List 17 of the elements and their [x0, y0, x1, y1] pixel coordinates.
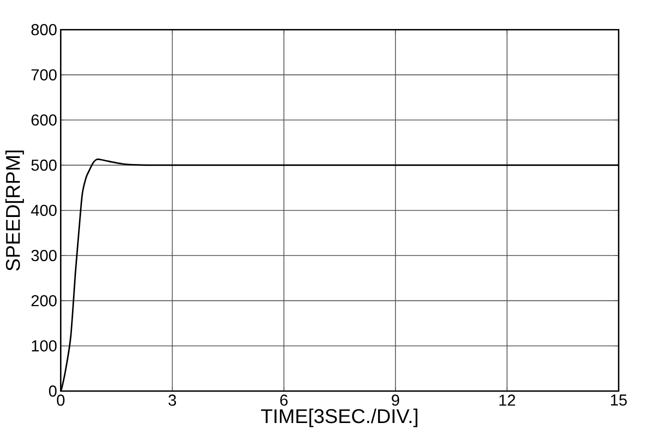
y-tick-label: 500 — [31, 159, 57, 171]
y-tick-label: 0 — [49, 385, 57, 396]
y-tick-label: 800 — [31, 24, 57, 36]
y-tick-label: 300 — [31, 250, 57, 261]
y-tick-label: 400 — [31, 204, 57, 216]
y-tick-label: 100 — [32, 340, 57, 352]
x-tick-label: 12 — [499, 394, 516, 406]
y-axis-title: SPEED[RPM] — [5, 150, 24, 270]
x-axis-title: TIME[3SEC./DIV.] — [261, 408, 418, 427]
x-tick-label: 0 — [56, 394, 64, 406]
y-tick-label: 600 — [32, 114, 57, 126]
x-tick-label: 15 — [611, 394, 627, 406]
y-tick-label: 200 — [32, 294, 57, 306]
x-tick-label: 3 — [168, 394, 176, 406]
x-tick-label: 9 — [392, 394, 400, 406]
x-tick-label: 6 — [280, 394, 288, 406]
y-tick-label: 700 — [32, 68, 57, 80]
